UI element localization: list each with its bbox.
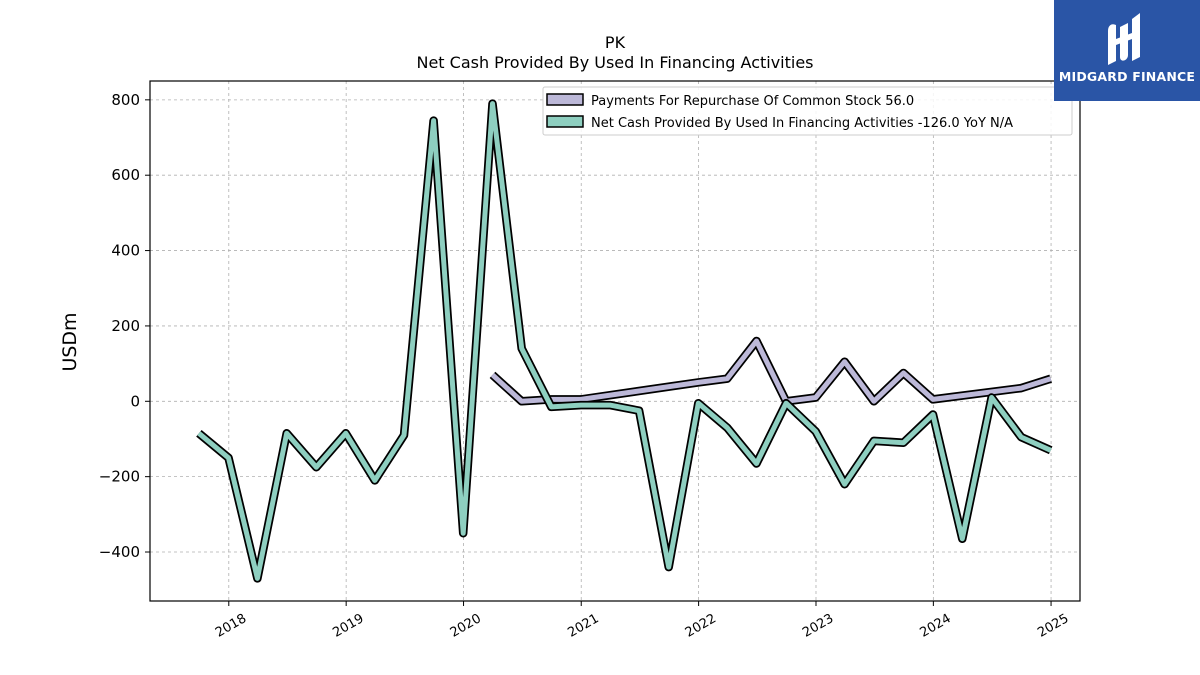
series-line-financing bbox=[197, 101, 1052, 581]
axes: −400 −200 0 200 400 600 800 2018 2019 2020 2021 202… bbox=[99, 80, 1081, 641]
x-tick-label: 2025 bbox=[1035, 611, 1071, 641]
y-tick-label: −400 bbox=[99, 543, 140, 561]
legend-label-repurchase: Payments For Repurchase Of Common Stock … bbox=[591, 94, 914, 109]
y-tick-label: 200 bbox=[111, 317, 140, 335]
x-tick-label: 2021 bbox=[565, 611, 601, 641]
grid bbox=[150, 81, 1080, 601]
legend-box bbox=[542, 86, 1073, 136]
y-tick-label: 600 bbox=[111, 166, 140, 184]
y-axis-label: USDm bbox=[59, 312, 81, 371]
y-tick-label: 800 bbox=[111, 91, 140, 109]
x-tick-label: 2019 bbox=[330, 611, 366, 641]
y-tick-label: 400 bbox=[111, 242, 140, 260]
x-tick-label: 2018 bbox=[213, 611, 249, 641]
x-tick-label: 2020 bbox=[448, 611, 484, 641]
legend-label-financing: Net Cash Provided By Used In Financing A… bbox=[591, 116, 1013, 131]
y-tick-label: 0 bbox=[130, 392, 140, 410]
x-tick-label: 2022 bbox=[683, 611, 719, 641]
logo-text: MIDGARD FINANCE bbox=[1058, 69, 1196, 84]
plot-frame bbox=[149, 80, 1081, 602]
x-tick-label: 2023 bbox=[800, 611, 836, 641]
legend: Payments For Repurchase Of Common Stock … bbox=[542, 86, 1073, 136]
logo-mark-icon bbox=[1108, 13, 1140, 65]
series-lines bbox=[196, 99, 1053, 583]
x-tick-label: 2024 bbox=[918, 611, 954, 641]
chart-title: PK bbox=[605, 33, 626, 52]
chart-subtitle: Net Cash Provided By Used In Financing A… bbox=[416, 53, 813, 72]
y-tick-label: −200 bbox=[99, 468, 140, 486]
legend-swatch-financing bbox=[546, 115, 584, 128]
midgard-finance-logo: MIDGARD FINANCE bbox=[1054, 0, 1200, 101]
legend-swatch-repurchase bbox=[546, 93, 584, 106]
